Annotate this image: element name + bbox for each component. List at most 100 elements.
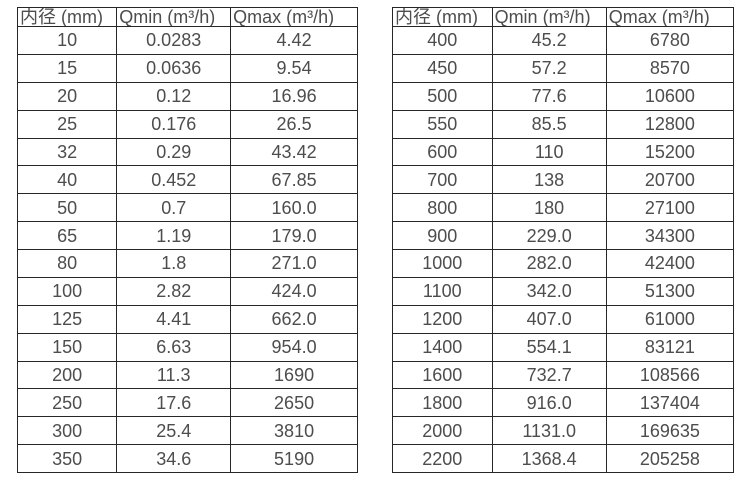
table-cell: 150	[16, 332, 118, 362]
table-cell: 10600	[605, 81, 735, 111]
table-cell: 800	[392, 193, 493, 223]
table-row: 25 0.176 26.5	[16, 109, 358, 139]
table-cell: 26.5	[230, 109, 358, 139]
table-cell: 6.63	[116, 332, 232, 362]
table-row: 500 77.6 10600	[392, 81, 735, 111]
table-cell: 15	[16, 53, 118, 83]
table-cell: 34.6	[116, 444, 232, 473]
header-qmax: Qmax (m³/h)	[605, 7, 735, 27]
table-row: 1600 732.7 108566	[392, 360, 735, 390]
table-cell: 61000	[605, 304, 735, 334]
table-cell: 15200	[605, 137, 735, 167]
table-cell: 2200	[392, 444, 493, 473]
table-cell: 271.0	[230, 249, 358, 278]
table-cell: 1200	[392, 304, 493, 334]
table-cell: 1.8	[116, 249, 232, 278]
table-cell: 42400	[605, 249, 735, 278]
table-cell: 100	[16, 276, 118, 306]
table-cell: 300	[16, 416, 118, 446]
table-row: 40 0.452 67.85	[16, 165, 358, 195]
header-inner-diameter: 内径 (mm)	[16, 7, 118, 27]
table-cell: 57.2	[491, 53, 607, 83]
table-cell: 350	[16, 444, 118, 473]
table-row: 65 1.19 179.0	[16, 221, 358, 250]
table-cell: 6780	[605, 26, 735, 55]
table-cell: 12800	[605, 109, 735, 139]
table-cell: 0.176	[116, 109, 232, 139]
table-cell: 179.0	[230, 221, 358, 250]
table-cell: 900	[392, 221, 493, 250]
table-cell: 0.0283	[116, 26, 232, 55]
table-cell: 16.96	[230, 81, 358, 111]
table-row: 2000 1131.0 169635	[392, 416, 735, 446]
table-row: 15 0.0636 9.54	[16, 53, 358, 83]
table-cell: 0.29	[116, 137, 232, 167]
table-row: 350 34.6 5190	[16, 444, 358, 473]
table-cell: 400	[392, 26, 493, 55]
table-cell: 17.6	[116, 388, 232, 418]
table-cell: 4.42	[230, 26, 358, 55]
header-qmin: Qmin (m³/h)	[491, 7, 607, 27]
table-cell: 2650	[230, 388, 358, 418]
table-cell: 1.19	[116, 221, 232, 250]
table-cell: 200	[16, 360, 118, 390]
table-cell: 1131.0	[491, 416, 607, 446]
table-cell: 9.54	[230, 53, 358, 83]
table-cell: 342.0	[491, 276, 607, 306]
table-row: 600 110 15200	[392, 137, 735, 167]
table-cell: 27100	[605, 193, 735, 223]
table-cell: 4.41	[116, 304, 232, 334]
table-cell: 5190	[230, 444, 358, 473]
table-cell: 554.1	[491, 332, 607, 362]
table-cell: 450	[392, 53, 493, 83]
table-cell: 25.4	[116, 416, 232, 446]
table-row: 125 4.41 662.0	[16, 304, 358, 334]
table-cell: 732.7	[491, 360, 607, 390]
table-row: 1200 407.0 61000	[392, 304, 735, 334]
header-qmin: Qmin (m³/h)	[116, 7, 232, 27]
table-cell: 2.82	[116, 276, 232, 306]
table-cell: 108566	[605, 360, 735, 390]
table-cell: 424.0	[230, 276, 358, 306]
table-cell: 1000	[392, 249, 493, 278]
table-row: 700 138 20700	[392, 165, 735, 195]
table-row: 150 6.63 954.0	[16, 332, 358, 362]
table-row: 800 180 27100	[392, 193, 735, 223]
table-cell: 500	[392, 81, 493, 111]
table-row: 200 11.3 1690	[16, 360, 358, 390]
table-row: 550 85.5 12800	[392, 109, 735, 139]
table-cell: 45.2	[491, 26, 607, 55]
table-cell: 662.0	[230, 304, 358, 334]
table-row: 100 2.82 424.0	[16, 276, 358, 306]
table-header-row: 内径 (mm) Qmin (m³/h) Qmax (m³/h)	[16, 7, 358, 27]
table-cell: 229.0	[491, 221, 607, 250]
table-cell: 1600	[392, 360, 493, 390]
table-row: 300 25.4 3810	[16, 416, 358, 446]
table-cell: 67.85	[230, 165, 358, 195]
table-cell: 1690	[230, 360, 358, 390]
table-row: 1000 282.0 42400	[392, 249, 735, 278]
table-cell: 550	[392, 109, 493, 139]
table-cell: 407.0	[491, 304, 607, 334]
table-cell: 20	[16, 81, 118, 111]
table-header-row: 内径 (mm) Qmin (m³/h) Qmax (m³/h)	[392, 7, 735, 27]
table-cell: 34300	[605, 221, 735, 250]
table-cell: 205258	[605, 444, 735, 473]
table-cell: 2000	[392, 416, 493, 446]
table-row: 2200 1368.4 205258	[392, 444, 735, 473]
table-row: 400 45.2 6780	[392, 26, 735, 55]
table-cell: 25	[16, 109, 118, 139]
table-cell: 40	[16, 165, 118, 195]
table-row: 1100 342.0 51300	[392, 276, 735, 306]
table-cell: 0.7	[116, 193, 232, 223]
table-cell: 83121	[605, 332, 735, 362]
table-row: 250 17.6 2650	[16, 388, 358, 418]
table-cell: 180	[491, 193, 607, 223]
table-cell: 1400	[392, 332, 493, 362]
table-cell: 1100	[392, 276, 493, 306]
table-cell: 51300	[605, 276, 735, 306]
table-row: 1400 554.1 83121	[392, 332, 735, 362]
table-cell: 85.5	[491, 109, 607, 139]
table-row: 20 0.12 16.96	[16, 81, 358, 111]
